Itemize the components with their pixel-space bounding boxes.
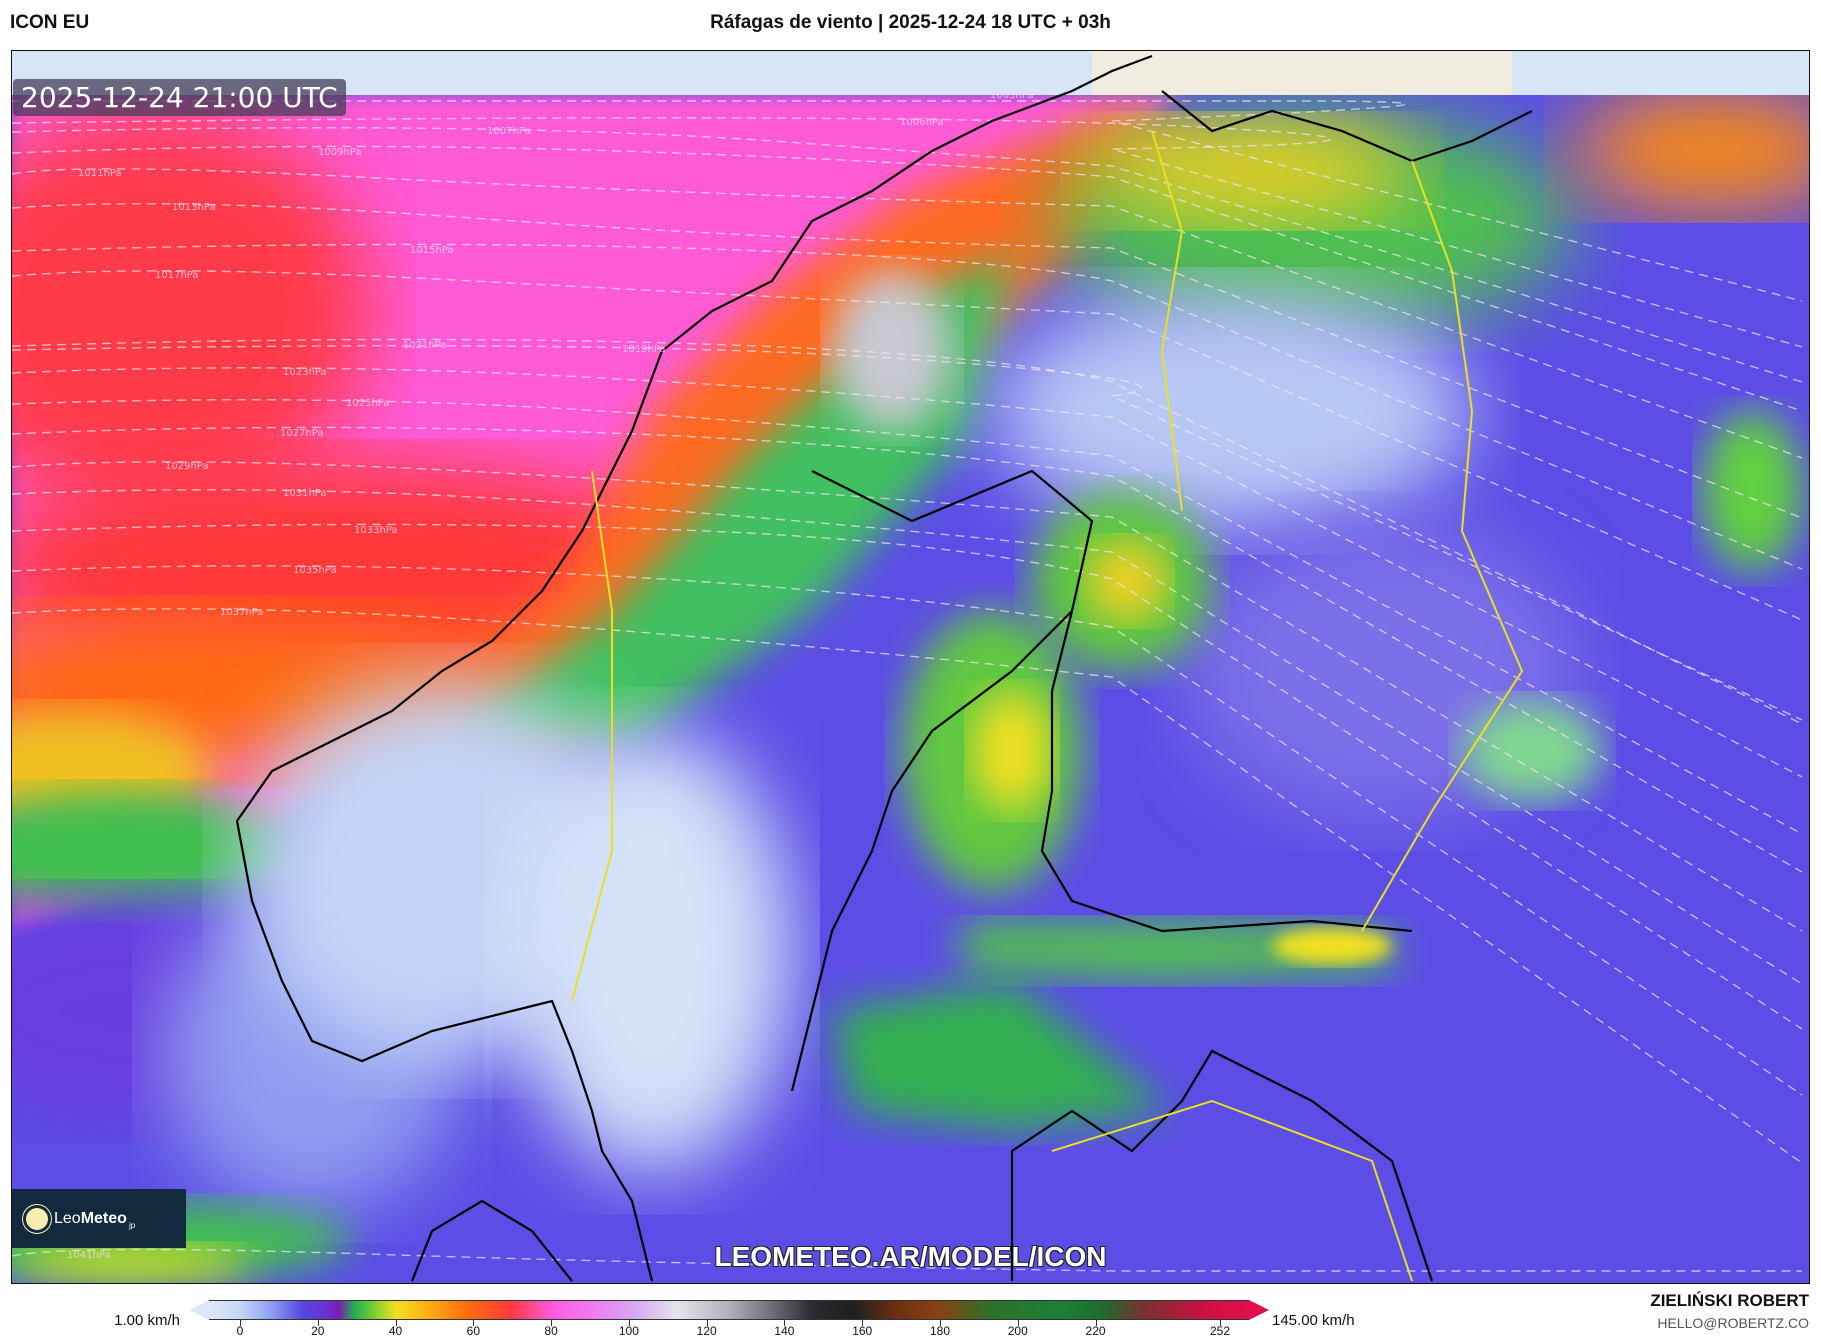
isobar-line: [12, 399, 1803, 835]
colorbar-tick-label: 200: [1007, 1324, 1028, 1338]
isobar-line: [12, 203, 1803, 519]
isobar-line: [12, 523, 1803, 1030]
isobar-line: [12, 127, 1803, 383]
colorbar-tick-label: 100: [618, 1324, 639, 1338]
isobar-line: [12, 489, 1803, 985]
isobar-label: 1033hPa: [354, 525, 398, 536]
map-canvas: 1005hPa 1006hPa 1007hPa 1009hPa 1011hPa 1013h…: [12, 51, 1809, 1283]
leometeo-logo[interactable]: Leo Meteo jp: [12, 1189, 186, 1248]
isobar-label: 1021hPa: [403, 340, 447, 351]
wind-field: [12, 51, 1809, 1283]
logo-text-light: Leo: [54, 1209, 81, 1227]
isobar-label: 1027hPa: [280, 428, 324, 439]
colorbar-min-label: 1.00 km/h: [114, 1312, 180, 1329]
colorbar-tick-label: 0: [236, 1324, 244, 1338]
isobar-label: 1007hPa: [487, 126, 531, 137]
isobar-label: 1006hPa: [900, 117, 944, 128]
valid-time-label: 2025-12-24 21:00 UTC: [13, 79, 346, 116]
isobar-line: [12, 117, 1803, 348]
isobar-line: [12, 168, 1803, 459]
colorbar-tick-mark: [706, 1320, 708, 1326]
isobar-line: [12, 461, 1803, 932]
colorbar-tick-label: 140: [774, 1324, 795, 1338]
colorbar-tick-label: 80: [544, 1324, 558, 1338]
isobar-line: [12, 270, 1803, 621]
isobar-line: [12, 100, 1803, 302]
country-borders: [571, 130, 1524, 1282]
isobar-line: [12, 426, 1803, 873]
colorbar-tick-mark: [395, 1320, 397, 1326]
isobar-label: 1009hPa: [318, 147, 362, 158]
colorbar-tick-mark: [940, 1320, 941, 1326]
colorbar-tick-mark: [1095, 1320, 1097, 1326]
isobar-label: 1023hPa: [283, 367, 327, 378]
isobar-label: 1029hPa: [165, 461, 209, 472]
colorbar-tick-label: 40: [388, 1324, 403, 1338]
isobar-label: 1019hPa: [622, 344, 666, 355]
colorbar-tick-label: 160: [852, 1324, 873, 1338]
colorbar-tick-label: 252: [1209, 1324, 1231, 1338]
isobar-label: 1015hPa: [410, 245, 454, 256]
colorbar-tick-mark: [551, 1320, 553, 1326]
colorbar: [209, 1300, 1249, 1320]
colorbar-tick-mark: [317, 1320, 319, 1326]
isobar-line: [12, 367, 1803, 778]
isobar-labels: 1005hPa 1006hPa 1007hPa 1009hPa 1011hPa 1013h…: [67, 90, 1034, 1261]
isobar-label: 1017hPa: [155, 270, 199, 281]
chart-title: Ráfagas de viento | 2025-12-24 18 UTC + …: [710, 12, 1111, 33]
colorbar-tick-mark: [784, 1320, 786, 1326]
colorbar-max-label: 145.00 km/h: [1272, 1312, 1355, 1329]
logo-suffix: jp: [128, 1221, 136, 1230]
model-name: ICON EU: [10, 12, 90, 33]
isobar-label: 1025hPa: [346, 398, 390, 409]
isobar-label: 1031hPa: [283, 488, 327, 499]
isobar-line: [12, 338, 1803, 725]
isobar-line: [12, 565, 1803, 1096]
colorbar-tick-label: 180: [929, 1324, 951, 1338]
isobar-line: [12, 345, 1803, 721]
colorbar-tick-mark: [1220, 1320, 1221, 1326]
isobar-label: 1035hPa: [293, 565, 337, 576]
isobar-line: [12, 608, 1803, 1164]
isobar-label: 1037hPa: [220, 607, 264, 618]
author-name: ZIELIŃSKI ROBERT: [1650, 1291, 1809, 1310]
isobar-lines: [12, 100, 1803, 1272]
sun-icon: [26, 1207, 48, 1230]
isobar-label: 1041hPa: [67, 1250, 111, 1261]
colorbar-tick-mark: [862, 1320, 864, 1326]
colorbar-left-arrow: [189, 1300, 209, 1320]
colorbar-tick-mark: [473, 1320, 475, 1326]
colorbar-tick-label: 220: [1085, 1324, 1106, 1338]
colorbar-tick-mark: [240, 1320, 241, 1326]
isobar-label: 1011hPa: [78, 168, 122, 179]
wind-gust-map[interactable]: 1005hPa 1006hPa 1007hPa 1009hPa 1011hPa 1013h…: [11, 50, 1810, 1284]
isobar-line: [12, 243, 1803, 570]
isobar-label: 1013hPa: [172, 202, 216, 213]
colorbar-right-arrow: [1249, 1300, 1269, 1320]
colorbar-tick-label: 20: [311, 1324, 325, 1338]
colorbar-tick-mark: [1017, 1320, 1019, 1326]
coastline: [235, 54, 1533, 1282]
isobar-line: [12, 145, 1803, 412]
colorbar-tick-label: 60: [466, 1324, 481, 1338]
watermark-url: LEOMETEO.AR/MODEL/ICON: [714, 1241, 1107, 1272]
isobar-label: 1005hPa: [990, 90, 1034, 101]
author-email[interactable]: HELLO@ROBERTZ.CO: [1657, 1315, 1809, 1331]
colorbar-tick-mark: [628, 1320, 630, 1326]
colorbar-tick-label: 120: [696, 1324, 717, 1338]
logo-text-bold: Meteo: [80, 1209, 127, 1227]
